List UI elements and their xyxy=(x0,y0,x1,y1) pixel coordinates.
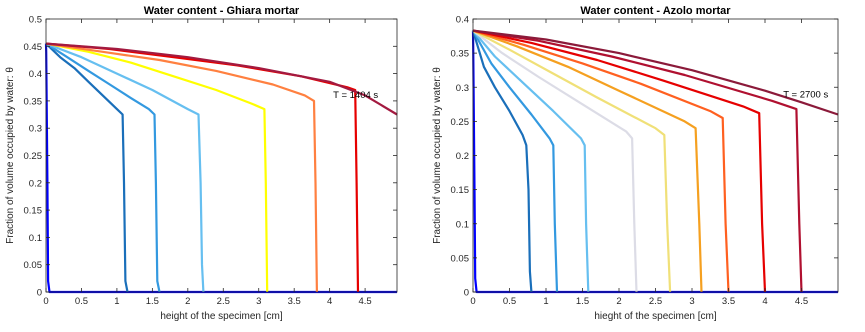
series-line-2 xyxy=(45,42,129,293)
y-tick-label: 0.1 xyxy=(29,233,42,244)
x-tick-label: 1 xyxy=(114,296,119,307)
x-tick-label: 2.5 xyxy=(217,296,230,307)
y-tick-label: 0.35 xyxy=(24,96,43,107)
y-tick-label: 0 xyxy=(37,288,42,299)
x-tick-label: 3.5 xyxy=(288,296,301,307)
time-annotation: T = 2700 s xyxy=(783,89,828,100)
chart-title: Water content - Ghiara mortar xyxy=(144,5,300,17)
series-line-8 xyxy=(45,42,398,116)
series-line-8 xyxy=(472,29,730,293)
y-tick-label: 0.25 xyxy=(451,117,470,128)
y-tick-label: 0.3 xyxy=(29,124,42,135)
y-tick-label: 0.15 xyxy=(24,206,43,217)
x-axis-label: hieght of the specimen [cm] xyxy=(594,311,717,322)
y-tick-label: 0.2 xyxy=(456,151,469,162)
x-tick-label: 4.5 xyxy=(358,296,371,307)
plot-frame xyxy=(45,18,398,293)
series-line-5 xyxy=(472,29,638,293)
x-tick-label: 2 xyxy=(616,296,621,307)
y-tick-label: 0.05 xyxy=(24,260,43,271)
series-group xyxy=(471,29,839,294)
series-line-10 xyxy=(472,29,803,293)
series-line-3 xyxy=(45,42,161,293)
y-tick-label: 0.5 xyxy=(29,15,42,26)
y-tick-label: 0.25 xyxy=(24,151,43,162)
x-tick-label: 0.5 xyxy=(75,296,88,307)
series-line-4 xyxy=(45,42,205,293)
y-tick-label: 0.15 xyxy=(451,185,470,196)
series-line-4 xyxy=(472,29,590,293)
x-tick-label: 0 xyxy=(43,296,48,307)
x-tick-label: 2 xyxy=(185,296,190,307)
series-line-2 xyxy=(471,30,533,293)
chart-azolo: Water content - Azolo mortar hieght of t… xyxy=(432,5,839,322)
series-line-6 xyxy=(45,42,318,293)
y-tick-label: 0.2 xyxy=(29,178,42,189)
y-tick-label: 0.3 xyxy=(456,83,469,94)
y-tick-label: 0.4 xyxy=(29,69,42,80)
series-line-7 xyxy=(472,29,703,293)
series-line-11 xyxy=(472,29,839,116)
series-line-6 xyxy=(472,29,672,293)
x-tick-label: 4.5 xyxy=(795,296,808,307)
x-tick-label: 1 xyxy=(543,296,548,307)
time-annotation: T = 1404 s xyxy=(333,90,378,101)
x-tick-label: 0 xyxy=(470,296,475,307)
y-tick-label: 0.35 xyxy=(451,49,470,60)
series-line-9 xyxy=(472,29,767,293)
y-tick-label: 0.4 xyxy=(456,15,469,26)
x-tick-label: 1.5 xyxy=(146,296,159,307)
y-axis-label: Fraction of volume occupied by water: θ xyxy=(5,67,16,244)
x-tick-label: 3 xyxy=(689,296,694,307)
chart-ghiara: Water content - Ghiara mortar height of … xyxy=(5,5,398,322)
x-tick-label: 3 xyxy=(256,296,261,307)
series-line-3 xyxy=(472,30,559,293)
x-tick-label: 3.5 xyxy=(722,296,735,307)
series-line-1 xyxy=(44,43,397,294)
y-axis-label: Fraction of volume occupied by water: θ xyxy=(432,67,443,244)
x-tick-label: 4 xyxy=(762,296,767,307)
y-tick-label: 0 xyxy=(464,288,469,299)
chart-title: Water content - Azolo mortar xyxy=(580,5,731,17)
x-axis-label: height of the specimen [cm] xyxy=(160,311,283,322)
series-group xyxy=(44,42,398,294)
x-tick-label: 1.5 xyxy=(576,296,589,307)
x-tick-label: 2.5 xyxy=(649,296,662,307)
y-tick-label: 0.1 xyxy=(456,219,469,230)
x-tick-label: 0.5 xyxy=(503,296,516,307)
series-line-5 xyxy=(45,42,269,293)
y-tick-label: 0.45 xyxy=(24,42,43,53)
y-tick-label: 0.05 xyxy=(451,253,470,264)
x-tick-label: 4 xyxy=(327,296,332,307)
